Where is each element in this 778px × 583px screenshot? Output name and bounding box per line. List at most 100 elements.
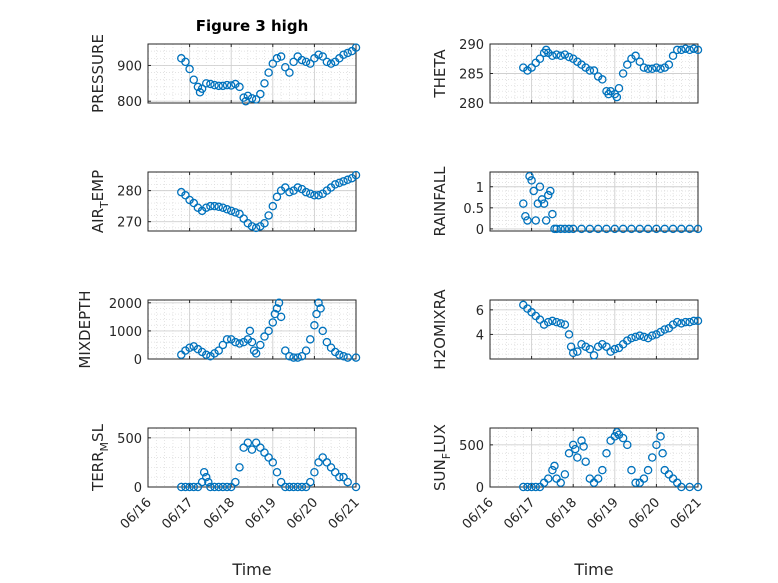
data-point — [656, 327, 665, 337]
data-point — [235, 339, 244, 348]
data-point — [264, 326, 273, 336]
data-point — [351, 43, 361, 52]
data-point — [264, 211, 273, 220]
data-point — [351, 353, 361, 362]
data-point — [623, 60, 632, 69]
data-point — [218, 81, 228, 91]
data-point — [677, 45, 686, 55]
data-point — [593, 342, 603, 351]
x-tick-label: 06/18 — [543, 495, 580, 532]
subplot-4: 0 0.5 1 RAINFALL — [431, 166, 703, 238]
data-point — [656, 432, 665, 441]
data-point — [301, 187, 311, 197]
data-point — [668, 224, 678, 234]
data-point — [268, 201, 278, 211]
y-tick-label: 0 — [476, 223, 484, 238]
data-point — [322, 458, 332, 467]
subplot-5: 0 1000 2000 MIXDEPTH — [76, 290, 361, 369]
data-point — [235, 209, 244, 219]
data-point — [289, 57, 298, 67]
data-point — [556, 224, 565, 234]
data-point — [672, 45, 682, 55]
data-point — [218, 203, 228, 212]
data-point — [535, 315, 545, 324]
data-point — [243, 91, 253, 101]
data-point — [560, 320, 570, 329]
data-point — [677, 319, 686, 328]
data-point — [543, 190, 553, 200]
data-point — [527, 63, 536, 72]
data-point — [256, 89, 265, 99]
data-point — [535, 182, 545, 191]
data-point — [260, 332, 269, 341]
data-point — [210, 482, 219, 492]
plot-area — [490, 172, 698, 231]
data-point — [527, 176, 536, 185]
data-point — [222, 80, 232, 90]
data-point — [618, 433, 628, 443]
data-point — [231, 208, 240, 217]
data-point — [585, 224, 595, 234]
data-point — [685, 482, 694, 492]
data-point — [330, 467, 340, 477]
data-point — [589, 66, 599, 75]
data-point — [293, 482, 303, 492]
data-point — [251, 223, 261, 233]
data-point — [274, 298, 284, 308]
data-point — [658, 449, 667, 458]
data-point — [568, 224, 578, 234]
data-point — [297, 351, 307, 361]
data-point — [543, 317, 553, 327]
y-axis-label: AIRTEMP — [89, 170, 111, 233]
y-axis-label: H2OMIXRA — [431, 289, 449, 370]
data-point — [199, 467, 209, 477]
data-point — [177, 482, 186, 492]
x-tick-label: 06/18 — [201, 495, 238, 532]
data-point — [652, 224, 661, 234]
y-axis-label: MIXDEPTH — [76, 290, 94, 368]
data-point — [214, 346, 223, 355]
plot-area — [148, 44, 356, 103]
data-point — [293, 183, 303, 192]
x-tick-label: 06/17 — [501, 495, 538, 532]
data-point — [339, 472, 348, 482]
data-point — [573, 453, 582, 462]
data-point — [660, 325, 669, 334]
data-point — [268, 59, 278, 68]
plot-area — [148, 428, 356, 487]
data-point — [285, 482, 294, 492]
data-point — [610, 344, 620, 354]
data-point — [239, 214, 248, 223]
x-tick-label: 06/19 — [243, 495, 280, 532]
data-point — [226, 81, 236, 90]
data-point — [281, 482, 290, 492]
data-point — [602, 449, 611, 458]
data-point — [639, 63, 649, 72]
data-point — [693, 224, 703, 234]
data-point — [527, 482, 536, 492]
data-point — [268, 458, 278, 467]
data-point — [552, 317, 561, 327]
data-point — [668, 51, 678, 61]
data-point — [568, 348, 578, 358]
data-point — [541, 216, 551, 225]
data-point — [189, 482, 199, 492]
data-point — [556, 478, 565, 488]
data-point — [598, 75, 607, 84]
data-point — [276, 477, 286, 487]
data-point — [326, 59, 336, 68]
x-tick-label: 06/20 — [284, 495, 321, 532]
data-point — [322, 337, 332, 347]
data-point — [523, 482, 532, 492]
data-point — [635, 224, 645, 234]
data-point — [552, 50, 561, 59]
data-point — [301, 482, 311, 492]
data-point — [314, 298, 323, 308]
data-point — [689, 316, 699, 326]
data-point — [181, 482, 190, 492]
data-point — [181, 57, 190, 67]
data-point — [618, 69, 628, 78]
data-point — [318, 326, 327, 336]
y-axis-label: THETA — [431, 49, 449, 99]
data-point — [564, 52, 574, 62]
